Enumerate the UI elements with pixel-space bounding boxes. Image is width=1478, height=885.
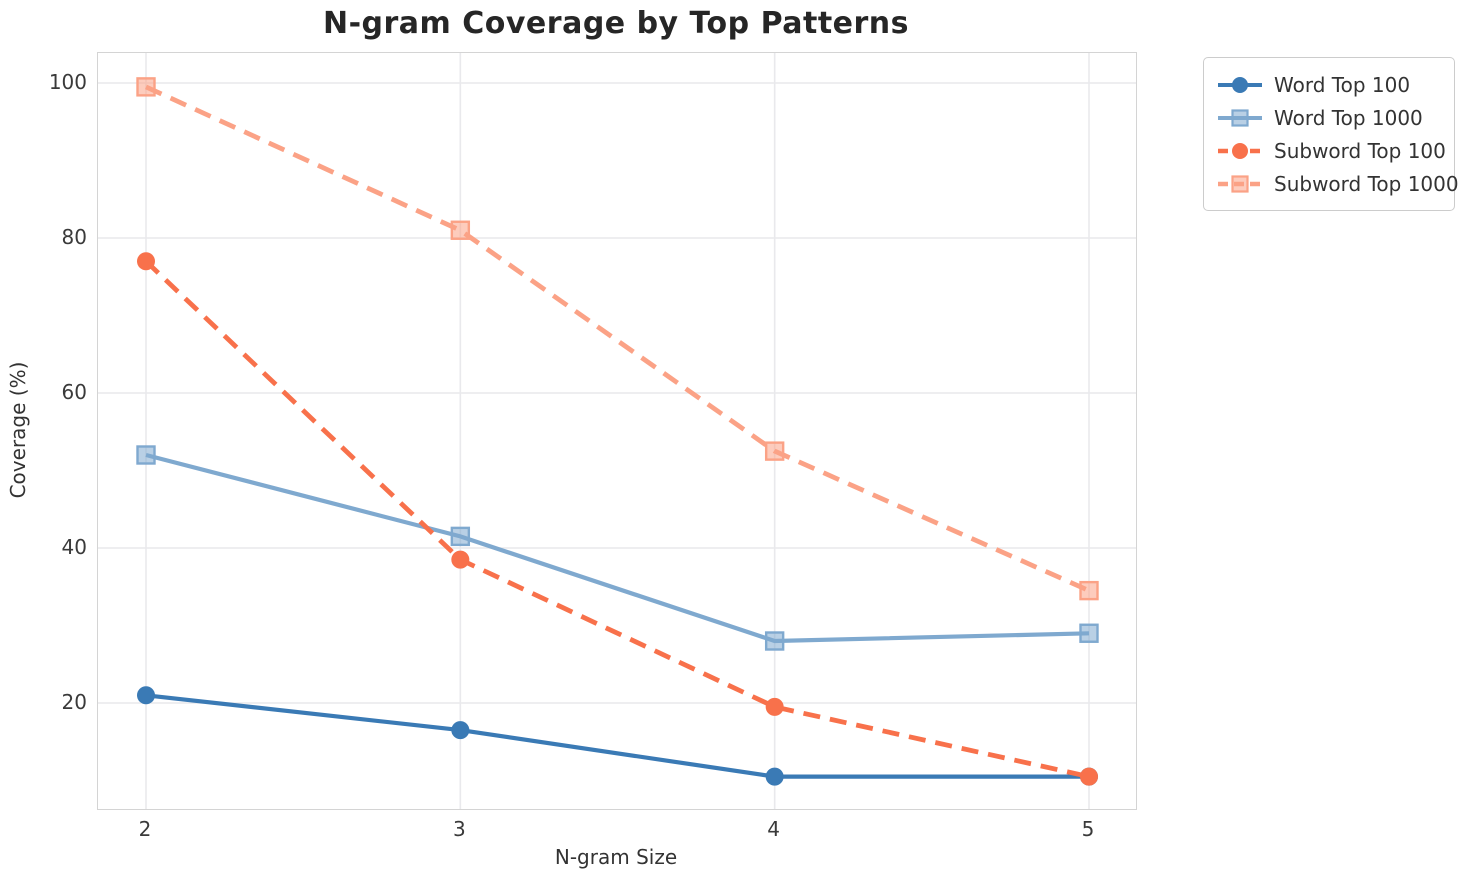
plot-area <box>97 52 1137 810</box>
y-tick-label: 40 <box>61 535 87 559</box>
y-tick-label: 20 <box>61 690 87 714</box>
legend-item-word-top-100: Word Top 100 <box>1216 68 1442 101</box>
x-axis-title: N-gram Size <box>554 845 678 869</box>
marker-circle-subword-top-100 <box>137 252 155 271</box>
marker-square-word-top-1000 <box>450 526 471 547</box>
marker-square-word-top-1000 <box>764 631 785 651</box>
x-tick-label: 3 <box>452 817 466 841</box>
legend-label: Subword Top 100 <box>1274 138 1446 163</box>
legend-item-word-top-1000: Word Top 1000 <box>1216 101 1442 134</box>
legend-line-sample <box>1218 108 1262 127</box>
y-tick-label: 80 <box>61 225 87 249</box>
line-chart <box>98 53 1136 809</box>
marker-square-subword-top-1000 <box>1079 580 1099 601</box>
marker-circle-word-top-100 <box>451 721 470 740</box>
marker-circle-subword-top-100 <box>451 550 470 569</box>
marker-square-word-top-1000 <box>1079 623 1099 643</box>
marker-square-word-top-1000 <box>136 445 156 465</box>
y-tick-label: 100 <box>48 70 87 94</box>
x-tick-label: 4 <box>767 817 781 841</box>
legend-item-subword-top-1000: Subword Top 1000 <box>1216 167 1459 200</box>
series-line-subword-top-100 <box>144 259 1090 779</box>
legend-label: Word Top 100 <box>1274 72 1411 97</box>
y-axis-title: Coverage (%) <box>6 361 30 499</box>
series-line-word-top-100 <box>145 693 1089 779</box>
marker-circle-subword-top-100 <box>765 697 784 716</box>
legend-line-sample <box>1218 76 1262 93</box>
marker-square-subword-top-1000 <box>136 77 156 97</box>
marker-square-subword-top-1000 <box>764 441 785 461</box>
legend-label: Word Top 1000 <box>1274 105 1423 130</box>
chart-title: N-gram Coverage by Top Patterns <box>322 6 910 41</box>
series-line-word-top-1000 <box>145 452 1090 644</box>
marker-circle-word-top-100 <box>765 767 784 786</box>
legend-item-subword-top-100: Subword Top 100 <box>1216 134 1446 167</box>
legend-line-sample <box>1218 174 1262 193</box>
marker-square-subword-top-1000 <box>450 220 471 240</box>
series-line-subword-top-1000 <box>145 84 1090 593</box>
marker-circle-subword-top-100 <box>1079 767 1098 786</box>
legend-line-sample <box>1218 142 1262 159</box>
x-tick-label: 2 <box>138 817 152 841</box>
y-tick-label: 60 <box>61 380 87 404</box>
x-tick-label: 5 <box>1081 817 1095 841</box>
marker-circle-word-top-100 <box>137 686 155 705</box>
legend-label: Subword Top 1000 <box>1274 171 1459 196</box>
legend: Word Top 100 Word Top 1000 Subword Top 100… <box>1203 57 1459 211</box>
